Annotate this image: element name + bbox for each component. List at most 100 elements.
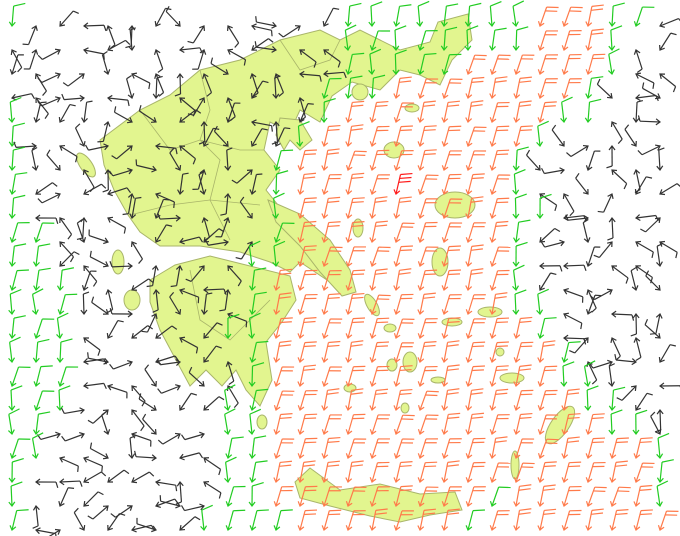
wind-barb [345, 100, 365, 123]
wind-barb-staff [323, 462, 329, 483]
wind-barb-tip [393, 165, 401, 171]
wind-barb-tip [635, 94, 641, 101]
wind-barb-staff [635, 6, 643, 27]
wind-barb-staff [249, 414, 253, 435]
wind-barb-feather [447, 273, 460, 276]
wind-barb [659, 17, 680, 28]
wind-barb-feather [215, 345, 222, 349]
wind-barb-tip [102, 261, 109, 268]
wind-barb-staff [83, 169, 95, 188]
wind-barb-feather [352, 197, 365, 200]
wind-barb-feather [92, 281, 98, 287]
wind-barb [441, 222, 463, 243]
wind-barb-staff [41, 193, 61, 204]
wind-barb-tip [465, 501, 473, 507]
wind-barb-tip [152, 93, 160, 99]
wind-barb-staff [248, 246, 253, 267]
wind-barb [393, 388, 413, 411]
wind-barb-tip [151, 265, 159, 271]
wind-barb [345, 510, 366, 531]
wind-barb-staff [512, 270, 517, 291]
wind-barb-staff [8, 414, 13, 435]
wind-barb-staff [251, 80, 264, 99]
wind-barb [659, 382, 680, 390]
wind-barb [616, 385, 637, 401]
wind-barb [369, 174, 390, 195]
wind-barb-staff [419, 462, 426, 483]
wind-barb [393, 318, 415, 339]
wind-barb-tip [417, 165, 425, 171]
land-kos [499, 372, 525, 384]
wind-barb [273, 366, 295, 387]
wind-barb-tip [488, 21, 496, 27]
wind-barb-feather [271, 125, 273, 132]
wind-barb [630, 266, 639, 291]
wind-barb-staff [563, 510, 571, 531]
wind-barb-tip [368, 21, 376, 27]
wind-barb-feather [567, 416, 580, 420]
wind-barb-staff [299, 438, 306, 459]
wind-barb-staff [107, 39, 126, 51]
wind-barb-tip [369, 333, 377, 339]
wind-barb-tip [199, 431, 205, 439]
wind-barb-feather [87, 352, 89, 359]
wind-barb-tip [251, 23, 257, 31]
wind-barb [56, 338, 73, 363]
wind-barb-tip [489, 165, 497, 171]
wind-barb-staff [138, 398, 157, 411]
wind-barb-feather [237, 280, 242, 287]
wind-barb-staff [10, 389, 13, 411]
wind-barb-feather [400, 172, 413, 176]
wind-barb-feather [470, 200, 483, 203]
wind-barb-staff [467, 102, 473, 123]
wind-barb-feather [169, 147, 175, 154]
wind-barb-feather [254, 267, 267, 271]
wind-barb-tip [31, 142, 37, 150]
wind-barb-staff [563, 78, 571, 99]
wind-barb [273, 390, 295, 411]
wind-barb-tip [513, 69, 521, 75]
wind-barb-staff [515, 414, 522, 435]
wind-barb-tip [103, 69, 111, 75]
wind-barb-tip [131, 409, 137, 416]
wind-barb [157, 359, 181, 366]
wind-barb-staff [31, 438, 37, 459]
wind-barb [179, 336, 199, 354]
wind-barb-staff [323, 510, 330, 531]
wind-barb-feather [102, 189, 109, 193]
wind-barb-feather [89, 250, 92, 257]
wind-barb-feather [637, 150, 643, 156]
wind-barb-tip [393, 117, 401, 123]
wind-barb-tip [489, 333, 497, 339]
wind-barb-tip [561, 525, 569, 531]
wind-barb-feather [640, 509, 653, 512]
wind-barb-tip [393, 285, 401, 291]
wind-barb-staff [155, 8, 167, 27]
wind-barb-feather [303, 320, 316, 324]
wind-barb-tip [465, 117, 473, 123]
wind-barb-feather [279, 464, 292, 467]
wind-barb-staff [347, 126, 353, 147]
wind-barb-tip [369, 117, 377, 123]
wind-barb-feather [55, 217, 59, 224]
wind-barb [225, 436, 244, 459]
wind-barb-feather [399, 4, 412, 7]
wind-barb-staff [192, 25, 205, 44]
wind-barb-tip [465, 525, 473, 531]
wind-barb [273, 222, 295, 243]
wind-barb [513, 438, 535, 459]
wind-barb [465, 150, 487, 171]
wind-barb-staff [299, 390, 307, 411]
wind-barb-staff [155, 289, 159, 310]
wind-barb-staff [611, 462, 617, 483]
wind-barb-feather [375, 392, 388, 395]
wind-barb-feather [447, 321, 460, 324]
wind-barb-feather [97, 349, 101, 356]
wind-barb-staff [371, 126, 379, 147]
wind-barb-feather [254, 435, 267, 439]
wind-barb-tip [9, 69, 17, 75]
wind-barb [32, 243, 51, 267]
wind-barb-feather [398, 180, 411, 183]
wind-barb-feather [352, 292, 365, 296]
